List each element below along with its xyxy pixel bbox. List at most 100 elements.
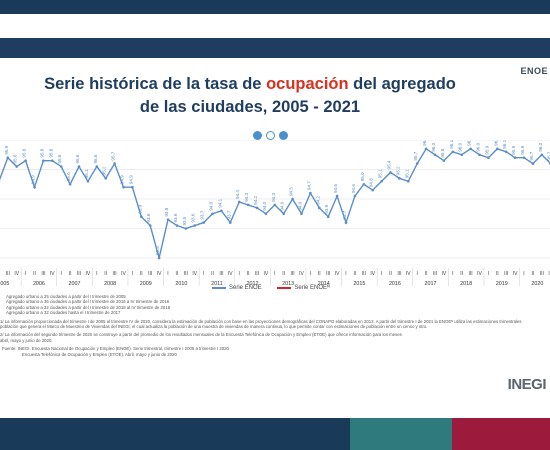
quarter-tick-label: I [381,271,382,277]
quarter-tick-label: III [219,271,223,277]
note-10: Encuesta Telefónica de Ocupación y Emple… [22,351,177,357]
point-label: 94.7 [306,181,311,190]
quarter-tick-label: III [469,271,473,277]
point-label: 93.8 [164,207,169,216]
enoe-point [237,200,241,204]
point-label: 94.4 [235,190,240,199]
point-label: 95.8 [440,148,445,157]
quarter-tick-label: II [140,271,143,277]
quarter-tick-label: IV [406,271,411,277]
point-label: 95.2 [102,166,107,175]
point-label: 94.5 [289,187,294,196]
quarter-tick-label: III [433,271,437,277]
slide [0,58,550,400]
year-label: 2006 [33,281,45,286]
quarter-tick-label: I [417,271,418,277]
enoe-point [309,191,312,195]
note-2: Agregado urbano a 36 ciudades a partir d… [6,299,170,305]
enoe-point [273,203,277,207]
enoe-point [326,215,330,218]
carousel-dots [253,127,292,145]
point-label: 95.1 [404,169,409,178]
quarter-tick-label: III [291,271,295,277]
point-label: 95.6 [13,154,18,163]
enoe-point [122,185,125,189]
legend-enoe-swatch [212,287,226,289]
point-label: 94.0 [209,201,214,210]
note-8: abril, mayo y junio de 2020. [0,337,53,343]
quarter-tick-label: II [318,271,321,277]
quarter-tick-label: III [397,271,401,277]
point-label: 95.2 [395,166,400,175]
chart-grid [0,140,550,259]
enoe-point [300,212,303,216]
enoe-point [68,182,72,186]
top-bar [0,0,550,14]
note-7: 2/ La información del segundo trimestre … [0,332,402,338]
quarter-tick-label: III [113,271,117,277]
year-label: 2012 [247,281,259,286]
year-label: 2013 [282,281,294,286]
line-chart: 95.4 95.1 95.9 95.6 95.8 94.9 95.8 95.8 95.6 95.0… [0,140,550,286]
enoe-point [389,171,392,174]
enoe-point [264,212,268,216]
point-label: 94.3 [271,193,276,202]
year-label: 2009 [140,281,152,286]
enoe-point [460,153,464,157]
point-label: 95.0 [66,172,71,181]
enoe-point [504,150,508,154]
point-label: 96.1 [449,140,454,149]
enoe-point [531,162,535,165]
enoe-point [415,162,419,165]
point-label: 95.7 [413,151,418,160]
quarter-tick-label: IV [264,271,269,277]
legend-enoen-swatch [277,287,292,289]
enoe-series [0,147,550,260]
quarter-tick-label: I [452,271,453,277]
enoe-point [6,156,10,159]
quarter-tick-label: I [488,271,489,277]
quarter-tick-label: II [532,271,535,277]
point-label: 93.6 [191,213,196,222]
enoe-point [371,188,375,192]
note-9: Fuente: INEGI. Encuesta Nacional de Ocup… [2,346,229,352]
title-line2: de las ciudades, 2005 - 2021 [139,98,361,116]
point-label: 96.0 [458,142,463,151]
point-label: 96.0 [431,142,436,151]
point-labels: 95.4 95.1 95.9 95.6 95.8 94.9 95.8 95.8 95.6 95.0… [4,140,550,255]
note-1: Agregado urbano a 25 ciudades a partir d… [6,294,126,299]
point-label: 94.0 [262,201,267,210]
quarter-tick-label: II [33,271,36,277]
quarter-tick-label: IV [370,271,375,277]
title-line1-a: Serie histórica de la tasa de [44,75,267,93]
quarter-tick-label: II [69,271,72,277]
enoe-point [469,147,472,151]
point-label: 94.6 [351,184,356,193]
quarter-tick-label: I [523,271,524,277]
quarter-tick-label: IV [14,271,19,277]
enoe-point [255,206,259,210]
year-label: 2014 [318,281,330,286]
year-label: 2008 [104,281,116,286]
carousel-dot-2[interactable] [266,131,275,140]
enoe-point [407,180,410,183]
brand-label: ENOE [520,66,548,76]
title-highlight: ocupación [266,75,349,93]
enoe-point [487,156,490,159]
carousel-dot-1[interactable] [253,131,262,140]
enoe-point [398,177,401,180]
quarter-tick-label: IV [86,271,91,277]
quarter-tick-label: III [255,271,259,277]
enoe-point [184,227,188,230]
quarter-tick-label: II [282,271,285,277]
quarter-tick-label: I [274,271,275,277]
quarter-tick-label: III [326,271,330,277]
quarter-tick-label: III [184,271,188,277]
chart-legend: Serie ENOE Serie ENOEᴺ [212,285,330,292]
carousel-dot-3[interactable] [279,131,288,140]
point-label: 95.1 [84,169,89,178]
quarter-tick-label: IV [477,271,482,277]
point-label: 93.7 [342,210,347,219]
point-label: 96.1 [502,140,507,149]
point-label: 96.2 [467,140,472,146]
